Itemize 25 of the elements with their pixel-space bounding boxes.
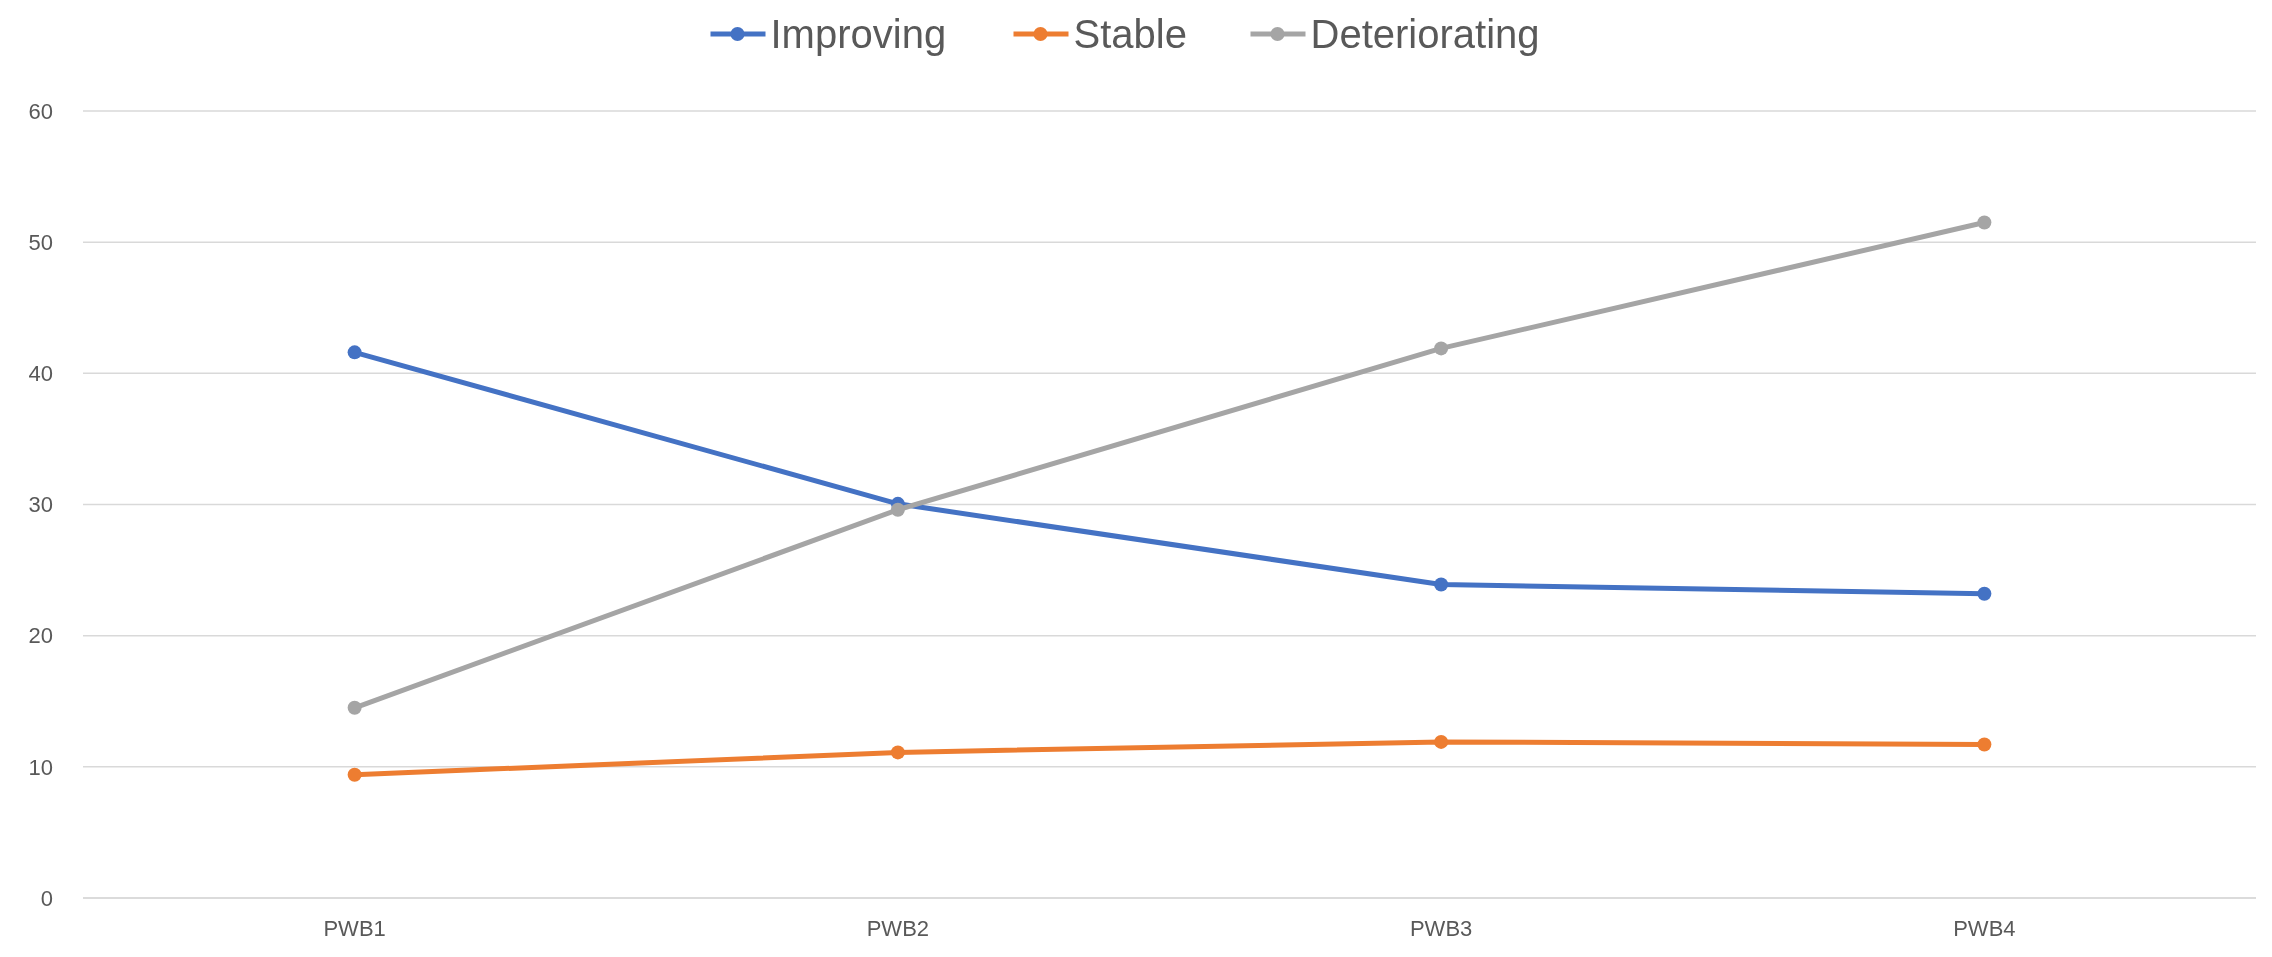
point bbox=[890, 502, 905, 517]
y-tick-label: 10 bbox=[28, 754, 53, 780]
legend-label: Deteriorating bbox=[1310, 12, 1540, 56]
point bbox=[347, 767, 362, 782]
y-tick-label: 20 bbox=[28, 623, 53, 649]
legend-label: Stable bbox=[1073, 12, 1187, 56]
y-tick-label: 60 bbox=[28, 98, 53, 124]
x-tick-label: PWB3 bbox=[1409, 916, 1473, 941]
point bbox=[1977, 737, 1992, 752]
legend-label: Improving bbox=[770, 12, 947, 56]
point bbox=[1434, 577, 1449, 592]
point bbox=[1977, 215, 1992, 230]
y-tick-label: 50 bbox=[28, 229, 53, 255]
x-tick-label: PWB1 bbox=[323, 916, 386, 941]
x-tick-label: PWB2 bbox=[866, 916, 930, 941]
point bbox=[1977, 586, 1992, 601]
point bbox=[347, 345, 362, 360]
y-tick-label: 40 bbox=[28, 361, 53, 387]
point bbox=[1434, 734, 1449, 749]
point bbox=[347, 700, 362, 715]
x-tick-label: PWB4 bbox=[1953, 916, 2016, 941]
point bbox=[1434, 341, 1449, 356]
y-tick-label: 0 bbox=[40, 885, 53, 911]
point bbox=[890, 745, 905, 760]
y-tick-label: 30 bbox=[28, 492, 53, 518]
